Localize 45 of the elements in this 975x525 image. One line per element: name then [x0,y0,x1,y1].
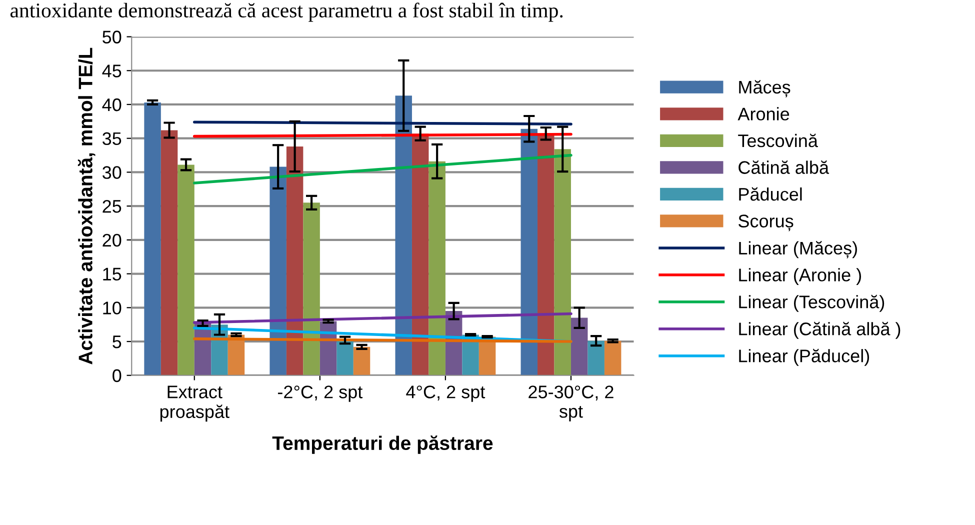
y-tick-label: 45 [102,64,122,78]
bar [604,340,622,376]
bar [270,166,286,376]
y-tick-label: 0 [112,369,122,382]
y-tick-label: 20 [102,234,122,247]
legend-label: Cătină albă [738,160,830,174]
bar [395,96,412,376]
legend-label: Linear (Aronie ) [739,268,861,285]
x-axis-title: Temperaturi de păstrare [272,436,493,454]
bar [428,161,446,376]
legend-label: Tescovină [738,134,818,148]
bar [520,128,538,376]
y-tick-label: 35 [102,132,122,146]
legend-label: Linear (Tescovină) [739,294,884,312]
bar [336,340,354,376]
bar [178,164,194,376]
y-tick-label: 15 [103,268,122,281]
y-tick-label: 30 [102,166,122,179]
bar [160,130,178,376]
x-tick-label: 4°C, 2 spt [406,386,486,402]
text: antioxidante demonstrează că acest parametru a fost stabil în timp. [10,2,563,22]
legend-label: Păducel [739,187,802,201]
bar [144,102,161,376]
legend-label: Linear (Măceș) [739,241,857,258]
x-tick-label: -2°C, 2 spt [278,386,363,402]
y-tick-label: 40 [102,98,122,112]
legend-label: Scoruș [738,214,794,232]
legend-label: Linear (Păducel) [739,348,870,366]
y-tick-label: 10 [103,302,122,314]
y-axis-title: Activitate antioxidantă, mmol TE/L [78,48,96,364]
bar [588,340,604,376]
y-tick-label: 25 [102,200,122,213]
bar [303,202,320,376]
bar [353,346,370,376]
legend-label: Linear (Cătină albă ) [739,322,900,339]
x-tick-label: 25-30°C, 2 spt [528,386,614,422]
bar [554,149,571,376]
y-tick-label: 50 [102,30,122,44]
bar [570,318,588,376]
y-tick-label: 5 [112,336,122,348]
legend-label: Măceș [739,80,790,98]
x-tick-label: Extract proaspăt [160,386,230,422]
legend-label: Aronie [738,107,790,120]
bar [412,134,429,376]
bar [538,134,554,376]
